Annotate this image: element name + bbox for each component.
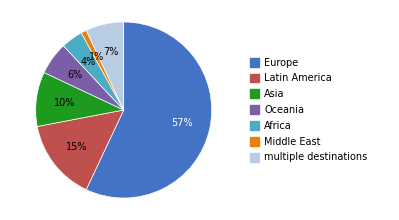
Text: 10%: 10% (53, 97, 75, 108)
Text: 1%: 1% (89, 52, 104, 62)
Text: 6%: 6% (68, 70, 83, 80)
Wedge shape (86, 22, 212, 198)
Legend: Europe, Latin America, Asia, Oceania, Africa, Middle East, multiple destinations: Europe, Latin America, Asia, Oceania, Af… (249, 57, 367, 163)
Text: 57%: 57% (171, 118, 193, 128)
Text: 7%: 7% (103, 47, 119, 57)
Wedge shape (86, 22, 124, 110)
Wedge shape (63, 33, 124, 110)
Wedge shape (44, 46, 124, 110)
Wedge shape (37, 110, 124, 190)
Wedge shape (81, 30, 124, 110)
Wedge shape (36, 73, 124, 126)
Text: 15%: 15% (66, 142, 87, 152)
Text: 4%: 4% (81, 57, 96, 67)
